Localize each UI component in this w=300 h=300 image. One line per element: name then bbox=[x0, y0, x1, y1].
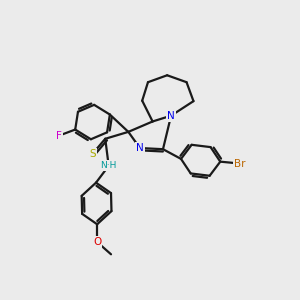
Text: N·H: N·H bbox=[100, 161, 117, 170]
Text: N: N bbox=[136, 143, 144, 153]
Text: S: S bbox=[89, 149, 96, 159]
Text: O: O bbox=[93, 237, 101, 247]
Text: Br: Br bbox=[234, 158, 245, 169]
Text: F: F bbox=[56, 131, 62, 141]
Text: N: N bbox=[167, 111, 175, 121]
